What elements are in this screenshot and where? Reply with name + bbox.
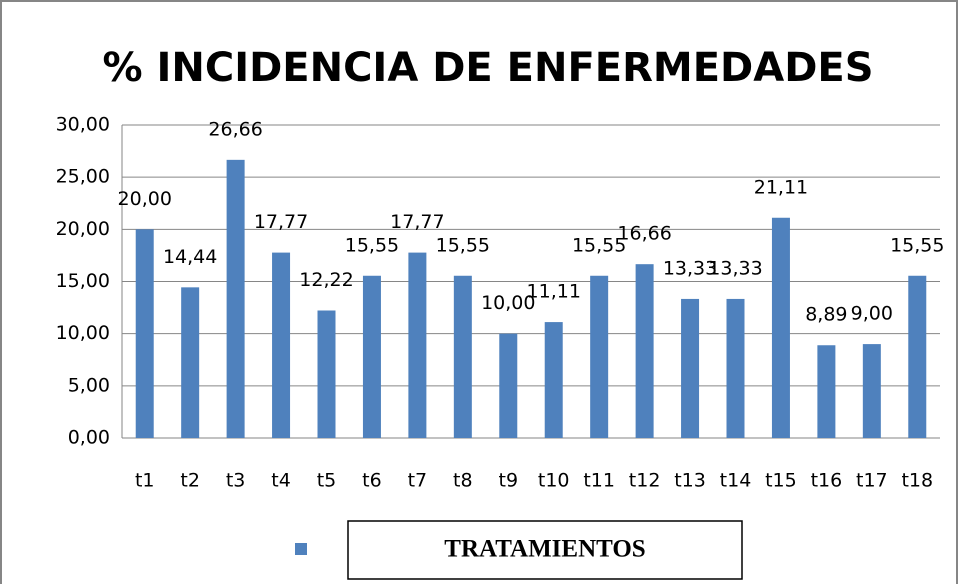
x-tick-label: t11 <box>583 470 615 492</box>
bar <box>408 252 427 438</box>
value-label: 21,11 <box>754 176 808 198</box>
x-tick-label: t18 <box>901 470 933 492</box>
x-tick-label: t7 <box>408 470 428 492</box>
bar <box>771 217 790 438</box>
x-tick-label: t10 <box>538 470 570 492</box>
x-tick-label: t13 <box>674 470 706 492</box>
value-label: 13,33 <box>663 257 717 279</box>
value-label: 17,77 <box>390 211 444 233</box>
x-tick-label: t3 <box>226 470 246 492</box>
bar <box>362 275 381 438</box>
value-label: 17,77 <box>254 211 308 233</box>
y-tick-label: 30,00 <box>56 114 110 136</box>
value-label: 10,00 <box>481 292 535 314</box>
bar <box>726 298 745 438</box>
bar <box>908 275 927 438</box>
value-label: 9,00 <box>851 303 893 325</box>
bar <box>681 298 700 438</box>
y-tick-label: 25,00 <box>56 166 110 188</box>
value-label: 15,55 <box>436 234 490 256</box>
bar <box>590 275 609 438</box>
y-tick-label: 10,00 <box>56 322 110 344</box>
bar <box>499 333 518 438</box>
x-tick-label: t17 <box>856 470 888 492</box>
bar <box>181 287 200 438</box>
value-label: 20,00 <box>118 188 172 210</box>
y-tick-label: 5,00 <box>68 374 110 396</box>
y-tick-label: 20,00 <box>56 218 110 240</box>
chart-title: % INCIDENCIA DE ENFERMEDADES <box>102 45 873 91</box>
x-tick-label: t15 <box>765 470 797 492</box>
value-label: 8,89 <box>805 304 847 326</box>
value-label: 14,44 <box>163 246 217 268</box>
x-tick-label: t2 <box>180 470 200 492</box>
x-tick-label: t8 <box>453 470 473 492</box>
value-label: 12,22 <box>299 269 353 291</box>
legend-label: TRATAMIENTOS <box>444 536 645 563</box>
x-tick-label: t5 <box>317 470 337 492</box>
y-tick-label: 15,00 <box>56 270 110 292</box>
x-tick-label: t6 <box>362 470 382 492</box>
bar <box>862 344 881 438</box>
value-label: 13,33 <box>708 257 762 279</box>
legend-swatch <box>295 543 307 555</box>
bar <box>272 252 291 438</box>
legend-box <box>347 520 743 580</box>
x-tick-label: t4 <box>271 470 291 492</box>
value-label: 26,66 <box>208 118 262 140</box>
bar <box>635 264 654 438</box>
bar <box>226 159 245 438</box>
x-tick-label: t1 <box>135 470 155 492</box>
value-label: 15,55 <box>572 234 626 256</box>
value-label: 15,55 <box>345 234 399 256</box>
x-tick-label: t16 <box>811 470 843 492</box>
bar <box>135 229 154 438</box>
value-label: 11,11 <box>527 281 581 303</box>
bar <box>317 310 336 438</box>
x-tick-label: t14 <box>720 470 752 492</box>
value-label: 16,66 <box>617 223 671 245</box>
y-tick-label: 0,00 <box>68 427 110 449</box>
x-tick-label: t9 <box>499 470 519 492</box>
bar <box>544 322 563 438</box>
bar <box>453 275 472 438</box>
value-label: 15,55 <box>890 234 944 256</box>
x-tick-label: t12 <box>629 470 661 492</box>
bar <box>817 345 836 438</box>
